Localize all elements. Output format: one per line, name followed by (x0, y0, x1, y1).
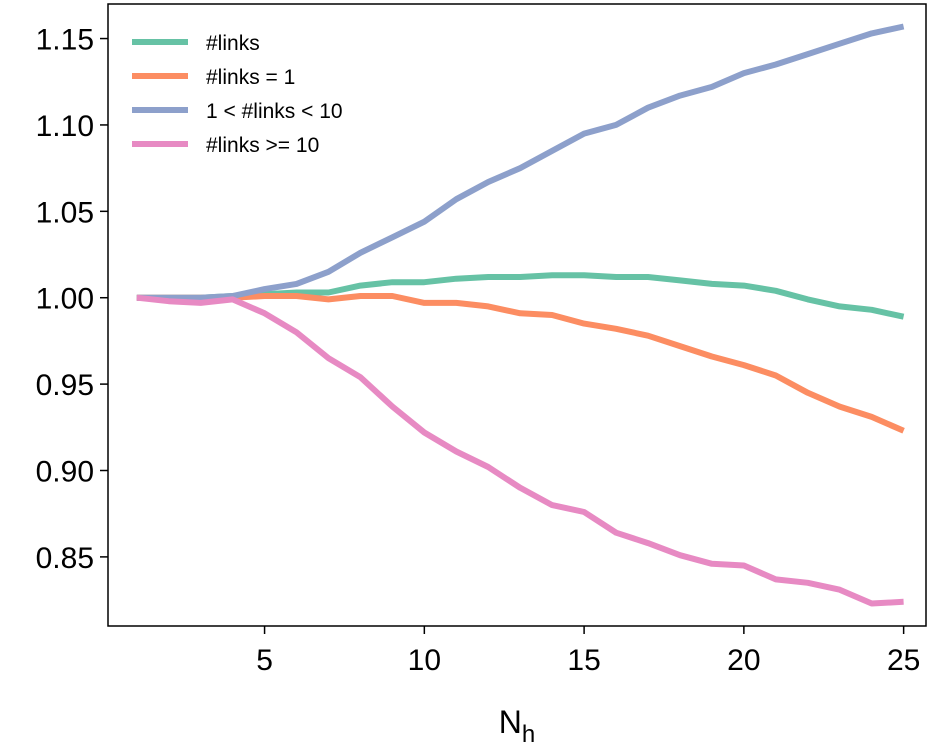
series-lines (136, 23, 905, 607)
series-line-3 (136, 23, 905, 301)
y-tick-label: 0.90 (36, 456, 94, 489)
legend-label: #links (206, 32, 260, 55)
legend-label: #links >= 10 (206, 134, 319, 157)
x-tick-label: 15 (567, 644, 600, 677)
y-axis: 0.85 0.90 0.95 1.00 1.05 1.10 1.15 (36, 24, 108, 575)
x-axis-title-main: N (499, 704, 522, 740)
y-tick-label: 1.15 (36, 24, 94, 57)
x-tick-label: 5 (256, 644, 273, 677)
series-line-2 (136, 293, 905, 434)
x-tick-label: 20 (727, 644, 760, 677)
x-axis-title-subscript: h (522, 721, 535, 746)
y-tick-label: 0.85 (36, 542, 94, 575)
legend: #links #links = 1 1 < #links < 10 #links >=… (132, 32, 343, 157)
legend-label: #links = 1 (206, 66, 295, 89)
x-tick-label: 10 (408, 644, 441, 677)
x-axis: 5 10 15 20 25 (256, 626, 920, 677)
y-tick-label: 1.00 (36, 283, 94, 316)
series-line-4 (136, 294, 904, 607)
y-tick-label: 0.95 (36, 369, 94, 402)
y-tick-label: 1.10 (36, 110, 94, 143)
x-axis-title: Nh (499, 704, 535, 746)
legend-label: 1 < #links < 10 (206, 100, 343, 123)
x-tick-label: 25 (887, 644, 920, 677)
y-tick-label: 1.05 (36, 196, 94, 229)
plot-frame (107, 3, 927, 627)
